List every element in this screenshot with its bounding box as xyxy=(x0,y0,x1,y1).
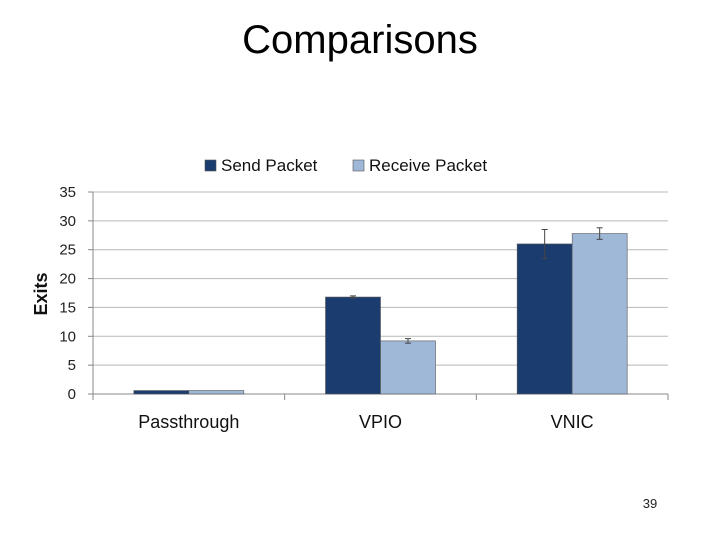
legend: Send Packet Receive Packet xyxy=(204,156,487,175)
y-tick-label: 35 xyxy=(59,184,76,201)
y-tick-label: 20 xyxy=(59,271,76,288)
y-tick-label: 25 xyxy=(59,242,76,259)
legend-swatch xyxy=(352,159,365,172)
bar-receive-packet-vpio xyxy=(380,340,436,395)
error-bars xyxy=(350,227,603,344)
y-axis-label: Exits xyxy=(31,272,51,315)
y-tick-label: 10 xyxy=(59,328,76,345)
y-tick-label: 15 xyxy=(59,299,76,316)
page-number: 39 xyxy=(642,496,658,511)
bar-receive-packet-passthrough xyxy=(188,390,245,395)
bar-send-packet-passthrough xyxy=(133,390,190,395)
y-tick-label: 0 xyxy=(68,386,76,403)
legend-label: Receive Packet xyxy=(369,156,487,175)
legend-label: Send Packet xyxy=(221,156,318,175)
bars xyxy=(133,233,628,395)
bar-send-packet-vpio xyxy=(325,296,381,395)
bar-send-packet-vnic xyxy=(516,243,573,395)
slide-title: Comparisons xyxy=(242,18,478,62)
y-tick-label: 5 xyxy=(68,357,76,374)
category-labels: Passthrough VPIO VNIC xyxy=(138,412,593,432)
legend-swatch xyxy=(204,159,217,172)
y-tick-label: 30 xyxy=(59,213,76,230)
bar-receive-packet-vnic xyxy=(571,233,628,395)
category-label: Passthrough xyxy=(138,412,239,432)
category-label: VNIC xyxy=(551,412,594,432)
category-label: VPIO xyxy=(359,412,402,432)
y-tick-labels: 0 5 10 15 20 25 30 35 xyxy=(59,184,76,403)
